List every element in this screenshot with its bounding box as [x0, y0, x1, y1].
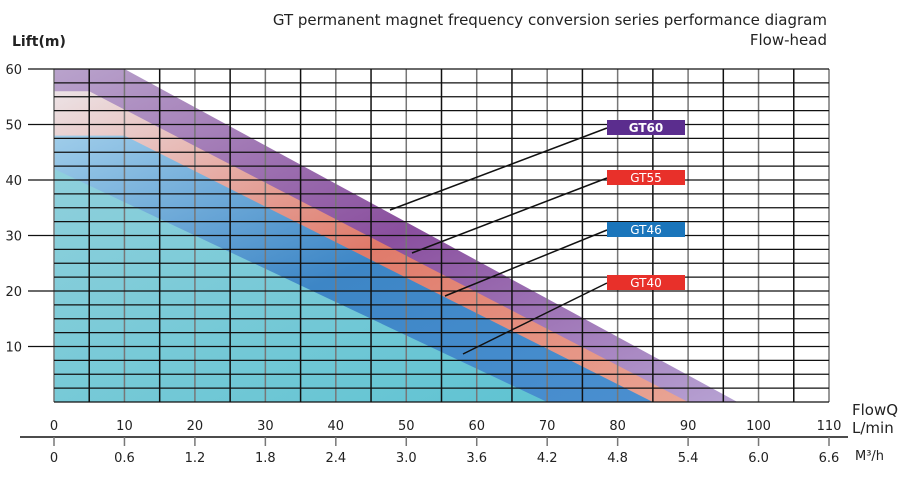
x-tick-label-secondary: 2.4: [325, 451, 346, 466]
x-tick-label-secondary: 1.8: [255, 451, 276, 466]
y-tick-label: 30: [5, 230, 22, 245]
x-tick-label-secondary: 3.0: [396, 451, 417, 466]
x-tick-label-secondary: 4.2: [537, 451, 558, 466]
x-tick-label: 90: [680, 419, 697, 434]
x-tick-label-secondary: 0: [50, 451, 58, 466]
x-tick-label: 70: [539, 419, 556, 434]
chart-title: GT permanent magnet frequency conversion…: [273, 11, 827, 29]
leader-line: [411, 177, 608, 254]
x-tick-label: 110: [817, 419, 842, 434]
legend-label-gt60: GT60: [629, 121, 664, 135]
x-axis-label: FlowQ: [852, 401, 898, 419]
x-tick-label-secondary: 4.8: [607, 451, 628, 466]
x-tick-label-secondary: 6.0: [748, 451, 769, 466]
legend-label-gt55: GT55: [630, 171, 661, 185]
leader-line: [444, 229, 608, 297]
x-tick-label: 30: [257, 419, 274, 434]
leader-line: [389, 127, 608, 211]
y-tick-label: 50: [5, 119, 22, 134]
legend-box-gt40: [607, 275, 685, 290]
x-tick-label: 0: [50, 419, 58, 434]
x-tick-label-secondary: 3.6: [466, 451, 487, 466]
x-tick-label: 100: [746, 419, 771, 434]
chart-subtitle: Flow-head: [750, 31, 827, 49]
legend-label-gt40: GT40: [630, 276, 661, 290]
x-tick-label-secondary: 0.6: [114, 451, 135, 466]
x-unit-secondary: M³/h: [855, 449, 884, 464]
x-tick-label: 60: [468, 419, 485, 434]
y-tick-label: 40: [5, 174, 22, 189]
x-tick-label: 20: [187, 419, 204, 434]
x-tick-label: 50: [398, 419, 415, 434]
y-tick-label: 60: [5, 63, 22, 78]
x-tick-label-secondary: 6.6: [819, 451, 840, 466]
x-tick-label-secondary: 5.4: [678, 451, 699, 466]
x-unit-primary: L/min: [852, 419, 894, 437]
legend-box-gt60: [607, 120, 685, 135]
x-tick-label: 10: [116, 419, 133, 434]
x-tick-label-secondary: 1.2: [185, 451, 206, 466]
legend-box-gt46: [607, 222, 685, 237]
y-axis-label: Lift(m): [12, 34, 66, 50]
x-tick-label: 40: [328, 419, 345, 434]
leader-line: [462, 282, 608, 355]
legend-label-gt46: GT46: [630, 223, 661, 237]
x-tick-label: 80: [609, 419, 626, 434]
y-tick-label: 10: [5, 341, 22, 356]
y-tick-label: 20: [5, 285, 22, 300]
legend-box-gt55: [607, 170, 685, 185]
